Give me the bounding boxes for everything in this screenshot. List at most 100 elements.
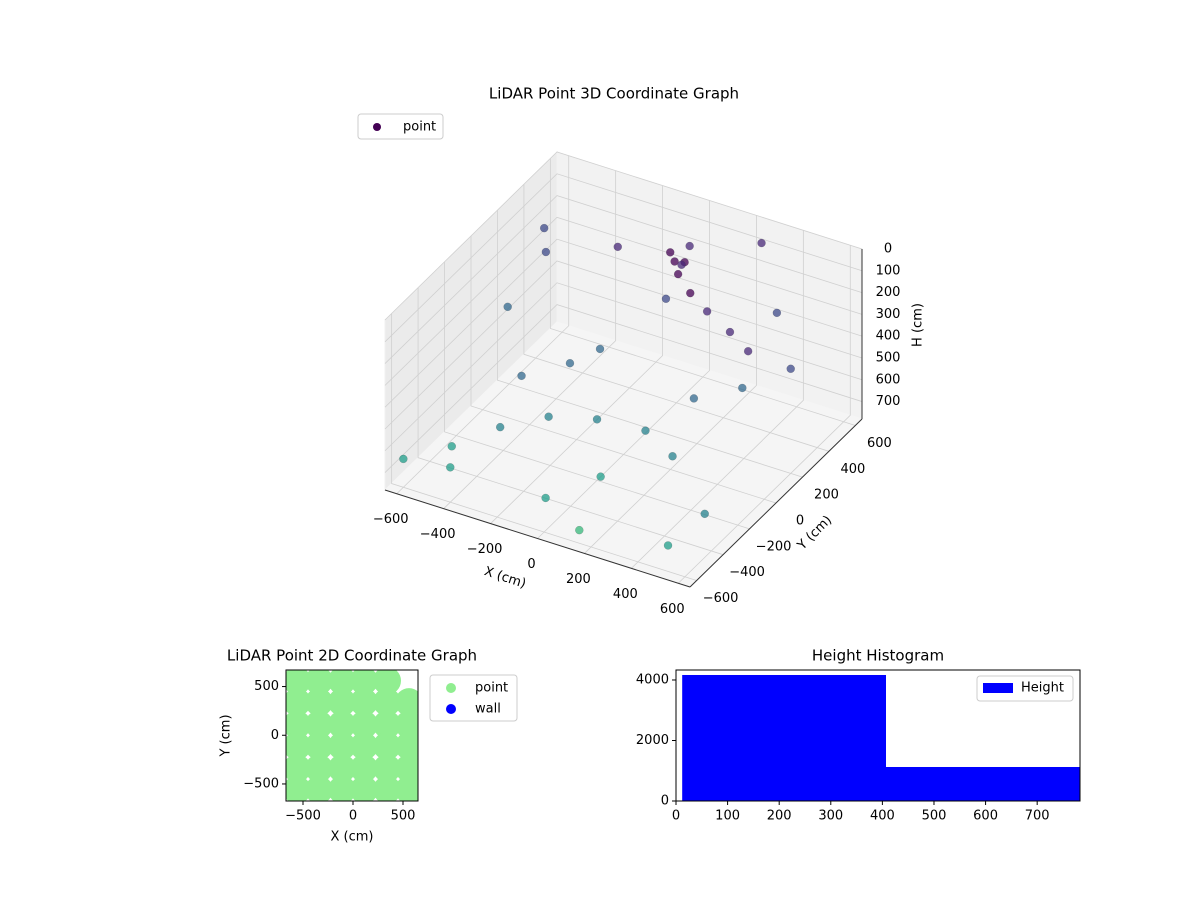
y-tick-label: 2000 xyxy=(636,733,669,748)
point xyxy=(328,670,356,695)
z-tick-label: 200 xyxy=(876,285,901,300)
grid-line xyxy=(523,184,830,452)
x-tick-label: 200 xyxy=(566,572,591,587)
legend-swatch xyxy=(983,683,1013,693)
x-tick-label: −600 xyxy=(373,512,409,527)
point xyxy=(373,710,401,739)
grid-line xyxy=(549,158,856,426)
grid-line xyxy=(384,173,863,343)
point xyxy=(685,241,694,251)
x-tick-label: 300 xyxy=(818,809,843,824)
y-tick-label: 600 xyxy=(867,436,892,451)
grid-line xyxy=(384,195,863,364)
y-tick-label: −500 xyxy=(243,776,279,791)
point xyxy=(328,688,356,717)
legend-label: point xyxy=(475,681,508,696)
x-tick-label: −200 xyxy=(467,542,503,557)
x-tick-label: 600 xyxy=(660,602,685,617)
point xyxy=(395,731,418,760)
point xyxy=(328,775,356,801)
y-tick-label: −600 xyxy=(703,591,739,606)
grid-line xyxy=(384,151,863,321)
x-tick-label: −500 xyxy=(285,809,321,824)
point xyxy=(305,688,333,717)
y-tick-label: 0 xyxy=(271,728,279,743)
point xyxy=(373,670,401,695)
z-tick-label: 300 xyxy=(876,307,901,322)
grid-line xyxy=(584,215,757,554)
point xyxy=(613,242,623,252)
point xyxy=(565,358,575,368)
point xyxy=(668,452,677,461)
point xyxy=(286,710,311,739)
y-tick-label: 500 xyxy=(254,679,279,694)
legend-label: point xyxy=(403,120,436,135)
point xyxy=(743,346,753,356)
x-tick-label: 600 xyxy=(973,809,998,824)
point xyxy=(350,775,378,801)
y-tick-label: 4000 xyxy=(636,672,669,687)
point xyxy=(286,754,311,783)
grid-line xyxy=(384,304,863,473)
axes-frame xyxy=(675,669,1081,802)
point xyxy=(286,688,311,717)
point xyxy=(350,731,378,760)
points-layer xyxy=(399,223,795,550)
z-tick-label: 700 xyxy=(876,394,901,409)
chart-title: Height Histogram xyxy=(812,647,944,665)
points-layer xyxy=(286,670,418,801)
point xyxy=(596,472,605,481)
point xyxy=(286,731,311,760)
point xyxy=(373,754,401,783)
point xyxy=(541,247,551,257)
grid-line xyxy=(443,170,617,509)
point xyxy=(373,688,401,717)
x-tick-label: 100 xyxy=(715,809,740,824)
x-axis xyxy=(384,489,691,588)
grid-line xyxy=(497,210,803,478)
legend-box xyxy=(976,675,1074,702)
point xyxy=(350,754,378,783)
point xyxy=(541,493,550,503)
point xyxy=(772,308,782,318)
point xyxy=(395,754,418,783)
chart-title: LiDAR Point 2D Coordinate Graph xyxy=(227,647,477,665)
point xyxy=(663,541,673,550)
grid-line xyxy=(384,238,863,408)
chart-title: LiDAR Point 3D Coordinate Graph xyxy=(489,85,739,103)
point xyxy=(595,344,605,354)
point xyxy=(725,327,735,337)
x-tick-label: 200 xyxy=(767,809,792,824)
x-tick-label: 400 xyxy=(613,587,638,602)
point xyxy=(395,775,418,801)
point xyxy=(373,731,401,760)
z-tick-label: 100 xyxy=(876,263,901,278)
y-tick-label: 0 xyxy=(661,794,669,809)
grid-line xyxy=(396,155,570,495)
y-tick-label: −200 xyxy=(756,539,792,554)
point xyxy=(305,731,333,760)
legend-label: wall xyxy=(475,702,501,717)
point xyxy=(575,525,584,535)
legend-marker xyxy=(446,683,456,693)
point xyxy=(665,248,675,257)
point xyxy=(661,294,671,304)
point xyxy=(305,670,333,695)
z-tick-label: 0 xyxy=(884,242,892,257)
legend-marker xyxy=(446,704,456,714)
legend-label: Height xyxy=(1021,681,1064,696)
grid-line xyxy=(677,245,851,584)
legend-marker xyxy=(373,123,381,131)
grid-line xyxy=(417,287,724,556)
x-tick-label: 500 xyxy=(391,809,416,824)
z-tick-label: 400 xyxy=(876,329,901,344)
point xyxy=(641,426,650,435)
y-axis-label: Y (cm) xyxy=(219,714,234,757)
x-tick-label: 500 xyxy=(922,809,947,824)
point xyxy=(700,509,709,519)
z-tick-label: 500 xyxy=(876,350,901,365)
z-axis-label: H (cm) xyxy=(911,303,926,347)
y-axis xyxy=(689,418,863,588)
point xyxy=(757,238,766,248)
